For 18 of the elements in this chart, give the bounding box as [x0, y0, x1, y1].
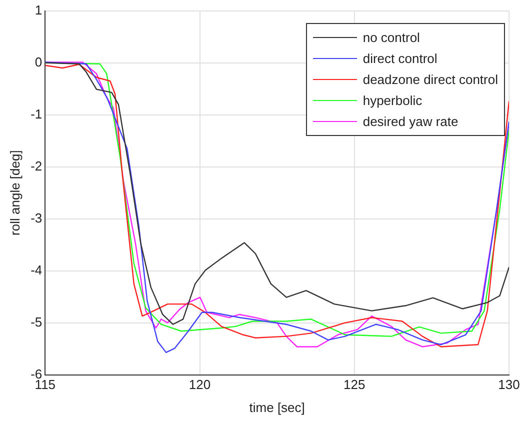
legend-label: hyperbolic: [362, 92, 422, 108]
legend-label: desired yaw rate: [362, 114, 458, 129]
legend-label: no control: [362, 30, 420, 45]
legend-label: direct control: [362, 50, 438, 66]
y-tick-label: -3: [30, 210, 42, 226]
y-tick-label: -5: [30, 314, 42, 330]
y-tick-label: -2: [30, 158, 42, 174]
x-tick-label: 120: [188, 377, 211, 392]
y-tick-label: 1: [34, 2, 42, 18]
y-tick-label: -6: [30, 366, 42, 382]
legend-label: deadzone direct control: [362, 72, 498, 87]
x-tick-label: 125: [344, 377, 366, 392]
x-tick-label: 130: [498, 377, 520, 392]
y-tick-label: -4: [30, 262, 42, 278]
y-tick-label: -1: [30, 106, 42, 122]
y-axis-title: roll angle [deg]: [7, 150, 22, 236]
y-tick-label: 0: [34, 54, 42, 70]
x-axis-title: time [sec]: [249, 400, 305, 415]
